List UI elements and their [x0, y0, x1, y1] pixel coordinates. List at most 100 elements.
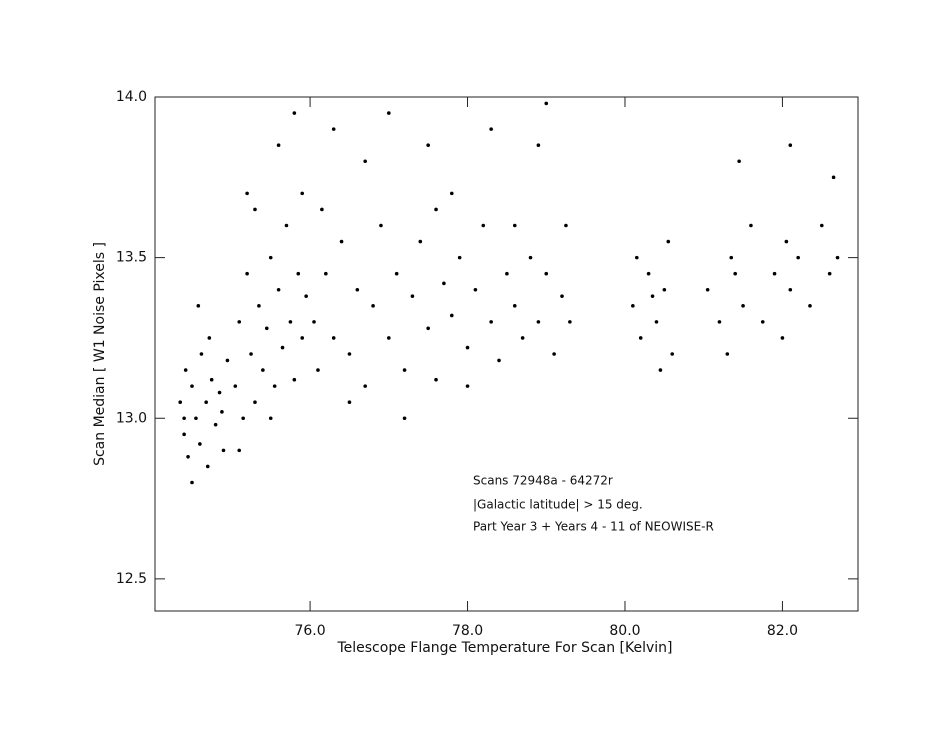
point: [394, 271, 399, 276]
point: [670, 352, 675, 356]
point: [199, 352, 204, 356]
point: [831, 175, 836, 180]
point: [196, 304, 201, 308]
point: [835, 255, 840, 260]
point: [749, 223, 753, 228]
point: [182, 416, 186, 421]
point: [552, 352, 556, 356]
point: [272, 384, 277, 388]
point: [339, 239, 344, 244]
point: [418, 239, 423, 244]
point: [827, 271, 832, 276]
point: [733, 271, 737, 276]
point: [631, 304, 635, 308]
point: [512, 223, 517, 228]
point: [426, 326, 430, 331]
point: [257, 304, 261, 308]
x-tick-label: 76.0: [294, 623, 325, 639]
point: [190, 480, 194, 485]
point: [363, 159, 367, 164]
point: [442, 281, 446, 286]
point: [205, 464, 210, 469]
point: [717, 320, 722, 324]
x-axis-label: Telescope Flange Temperature For Scan [K…: [336, 640, 672, 656]
point: [536, 143, 541, 147]
point: [497, 358, 501, 363]
point: [544, 101, 549, 106]
point: [772, 271, 777, 276]
point: [296, 271, 301, 276]
point: [729, 255, 734, 260]
point: [284, 223, 289, 228]
point: [457, 255, 462, 260]
y-tick-label: 13.5: [116, 250, 147, 266]
point: [481, 223, 486, 228]
point: [268, 255, 273, 260]
point: [178, 400, 182, 404]
point: [564, 223, 568, 228]
point: [449, 191, 454, 196]
point: [528, 255, 533, 260]
point: [190, 384, 194, 388]
point: [221, 448, 226, 453]
point: [253, 207, 257, 212]
point: [536, 320, 541, 324]
point: [312, 320, 316, 324]
x-tick-label: 80.0: [609, 623, 640, 639]
point: [634, 255, 639, 260]
point: [666, 239, 671, 244]
point: [324, 271, 328, 276]
annotation: |Galactic latitude| > 15 deg.: [473, 498, 643, 512]
point: [426, 143, 430, 147]
point: [245, 191, 249, 196]
point: [220, 410, 224, 414]
point: [292, 377, 297, 382]
point: [402, 368, 407, 372]
point: [182, 432, 186, 437]
point: [225, 358, 230, 363]
point: [300, 191, 305, 196]
point: [355, 287, 360, 292]
point: [434, 377, 438, 382]
point: [819, 223, 824, 228]
point: [434, 207, 438, 212]
point: [705, 287, 710, 292]
point: [780, 336, 785, 340]
point: [788, 143, 793, 147]
y-tick-label: 12.5: [116, 571, 147, 587]
point: [650, 294, 655, 298]
point: [320, 207, 324, 212]
point: [465, 345, 470, 350]
point: [737, 159, 741, 164]
point: [217, 390, 222, 395]
point: [237, 448, 242, 453]
point: [183, 368, 188, 372]
point: [568, 320, 572, 324]
y-tick-label: 13.0: [116, 410, 147, 426]
point: [194, 416, 198, 421]
point: [245, 271, 249, 276]
point: [363, 384, 367, 388]
point: [371, 304, 375, 308]
point: [347, 352, 352, 356]
point: [198, 442, 202, 446]
point: [544, 271, 549, 276]
point: [204, 400, 208, 404]
plot-frame: [154, 96, 859, 612]
point: [331, 127, 336, 131]
point: [520, 336, 525, 340]
x-tick-label: 78.0: [452, 623, 483, 639]
point: [207, 336, 212, 340]
point: [646, 271, 651, 276]
point: [410, 294, 415, 298]
point: [249, 352, 253, 356]
point: [387, 111, 391, 115]
point: [465, 384, 470, 388]
point: [560, 294, 564, 298]
point: [658, 368, 663, 372]
y-tick-label: 14.0: [116, 89, 147, 105]
point: [725, 352, 730, 356]
annotation: Part Year 3 + Years 4 - 11 of NEOWISE-R: [473, 520, 714, 534]
point: [347, 400, 352, 404]
